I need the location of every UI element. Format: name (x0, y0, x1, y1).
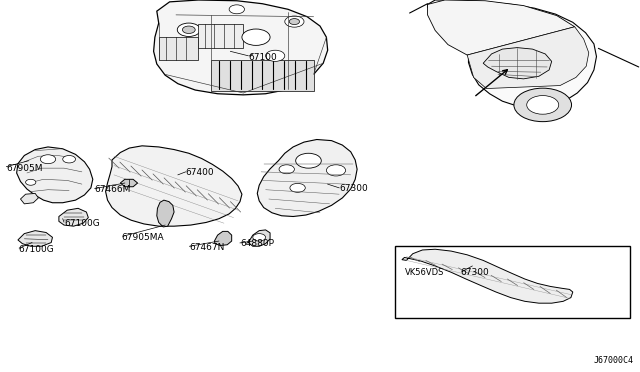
Text: 64880P: 64880P (240, 239, 274, 248)
Text: 67467N: 67467N (189, 243, 225, 251)
Polygon shape (402, 249, 573, 303)
Polygon shape (106, 146, 242, 226)
Circle shape (514, 88, 572, 122)
Circle shape (285, 16, 304, 27)
Text: 67466M: 67466M (95, 185, 131, 194)
Circle shape (279, 165, 294, 174)
Text: 67300: 67300 (461, 268, 490, 277)
Bar (395, 246, 630, 318)
Polygon shape (248, 230, 270, 246)
Polygon shape (157, 200, 174, 227)
Text: 67300: 67300 (339, 185, 368, 193)
Circle shape (289, 19, 300, 25)
Polygon shape (198, 24, 243, 48)
Text: 67100: 67100 (248, 53, 277, 62)
Polygon shape (428, 0, 575, 55)
Polygon shape (257, 140, 357, 217)
Polygon shape (428, 0, 596, 108)
Text: 67100G: 67100G (64, 219, 100, 228)
Circle shape (290, 183, 305, 192)
Text: VK56VDS: VK56VDS (404, 268, 444, 277)
Polygon shape (483, 48, 552, 79)
Circle shape (527, 96, 559, 114)
Polygon shape (211, 60, 314, 91)
Polygon shape (214, 231, 232, 246)
Circle shape (182, 26, 195, 33)
Polygon shape (467, 27, 589, 89)
Circle shape (326, 165, 346, 176)
Polygon shape (20, 193, 38, 204)
Polygon shape (59, 208, 88, 226)
Circle shape (229, 5, 244, 14)
Circle shape (177, 23, 200, 36)
Circle shape (26, 179, 36, 185)
Circle shape (242, 29, 270, 45)
Text: 67400: 67400 (186, 169, 214, 177)
Circle shape (40, 155, 56, 164)
Text: 67100G: 67100G (18, 245, 54, 254)
Polygon shape (18, 231, 52, 246)
Text: 67905M: 67905M (6, 164, 43, 173)
Circle shape (296, 153, 321, 168)
Polygon shape (154, 0, 328, 95)
Circle shape (266, 50, 285, 61)
Polygon shape (120, 179, 138, 187)
Text: 67905MA: 67905MA (122, 233, 164, 242)
Circle shape (253, 234, 266, 241)
Circle shape (63, 155, 76, 163)
Polygon shape (159, 37, 198, 60)
Text: J67000C4: J67000C4 (594, 356, 634, 365)
Polygon shape (17, 147, 93, 203)
